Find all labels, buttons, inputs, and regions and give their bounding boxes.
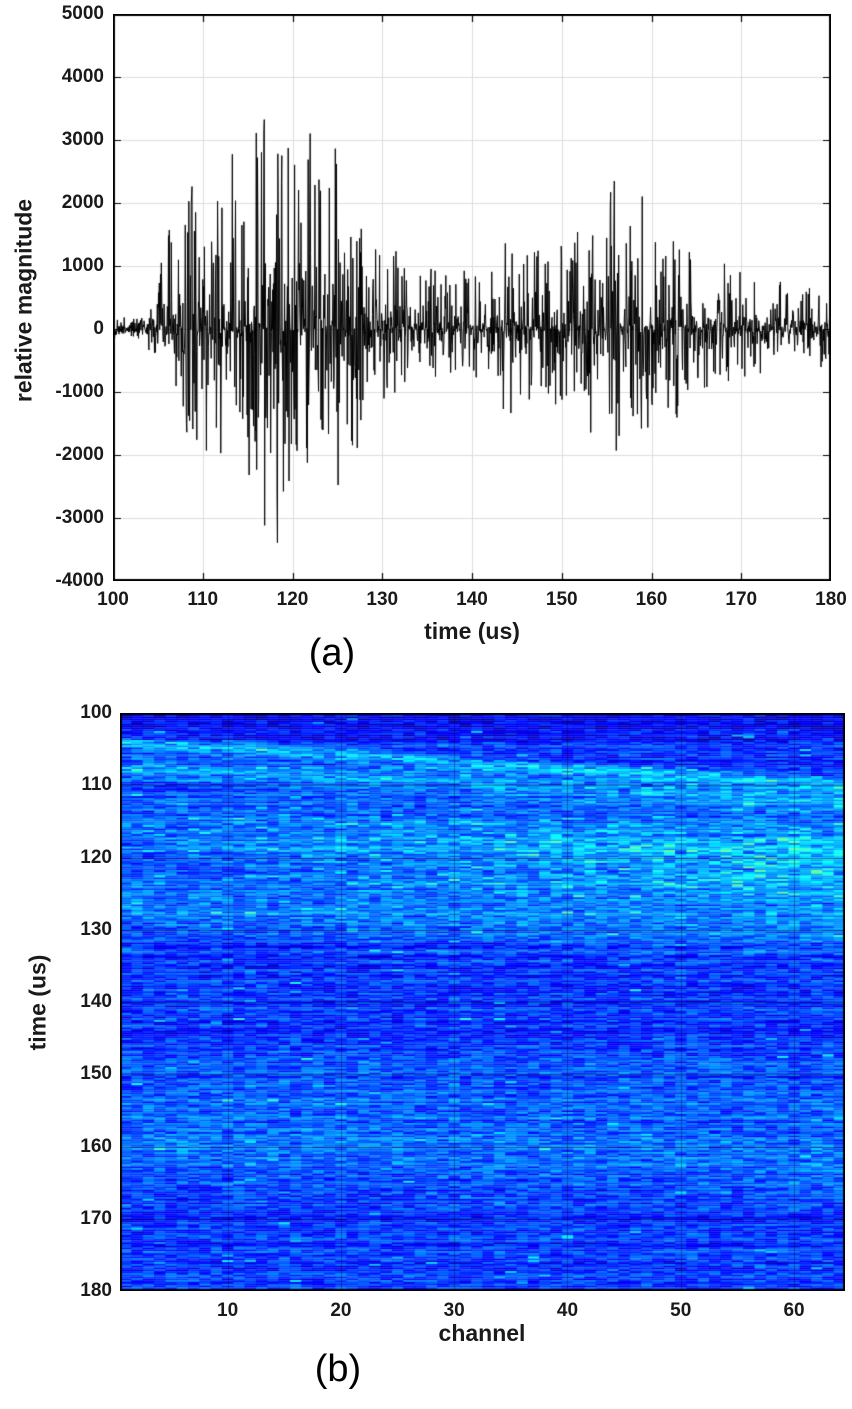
waveform-x-tick-label: 130 (366, 589, 399, 610)
waveform-y-tick-label: -3000 (55, 507, 104, 528)
waveform-y-tick-label: 0 (93, 318, 104, 339)
heatmap-y-tick-label: 140 (80, 991, 112, 1012)
heatmap-x-tick-label: 30 (443, 1300, 465, 1321)
heatmap-y-tick-label: 110 (81, 774, 112, 796)
heatmap-x-tick-label: 50 (670, 1300, 692, 1321)
waveform-y-tick-label: 2000 (61, 192, 104, 213)
heatmap-y-tick-label: 150 (80, 1063, 112, 1085)
waveform-x-tick-label: 110 (187, 589, 219, 610)
heatmap-y-tick-label: 160 (80, 1135, 112, 1157)
heatmap-x-tick-label: 10 (217, 1300, 239, 1321)
waveform-figure: relative magnitude -4000 -3000 -2000 -1000 0… (0, 0, 852, 690)
heatmap-figure: time (us) 100 110 120 130 140 150 160 170 180 10… (0, 690, 852, 1409)
waveform-y-tick-label: -2000 (55, 444, 104, 465)
heatmap-plot-area (120, 713, 845, 1291)
waveform-y-tick-label: 5000 (61, 3, 104, 24)
waveform-y-tick-label: 4000 (61, 66, 104, 87)
heatmap-x-tick-label: 60 (783, 1300, 805, 1321)
figure-a-caption: (a) (308, 632, 356, 674)
waveform-y-tick-label: 3000 (61, 129, 104, 150)
waveform-x-tick-label: 160 (635, 589, 668, 610)
heatmap-x-tick-label: 40 (556, 1300, 579, 1321)
heatmap-y-tick-label: 180 (80, 1280, 112, 1301)
waveform-plot-area (113, 14, 831, 581)
waveform-x-tick-label: 140 (456, 589, 488, 610)
waveform-y-tick-label: 1000 (61, 255, 104, 276)
figure-b-caption: (b) (314, 1348, 362, 1390)
waveform-x-tick-label: 150 (545, 589, 578, 610)
heatmap-x-tick-label: 20 (330, 1300, 352, 1321)
heatmap-canvas (120, 713, 845, 1291)
waveform-canvas (113, 14, 831, 581)
heatmap-y-tick-label: 120 (80, 846, 112, 868)
heatmap-y-tick-label: 170 (80, 1207, 112, 1229)
waveform-y-tick-label: -4000 (55, 570, 104, 591)
waveform-x-tick-label: 100 (97, 589, 129, 610)
waveform-x-tick-label: 170 (725, 589, 758, 610)
heatmap-x-axis-label: channel (438, 1320, 526, 1346)
waveform-y-tick-label: -1000 (55, 381, 104, 402)
heatmap-y-tick-label: 130 (80, 918, 112, 940)
waveform-x-tick-label: 180 (815, 589, 847, 610)
heatmap-y-tick-label: 100 (80, 702, 112, 723)
waveform-x-axis-label: time (us) (424, 618, 520, 644)
waveform-x-tick-label: 120 (276, 589, 309, 610)
